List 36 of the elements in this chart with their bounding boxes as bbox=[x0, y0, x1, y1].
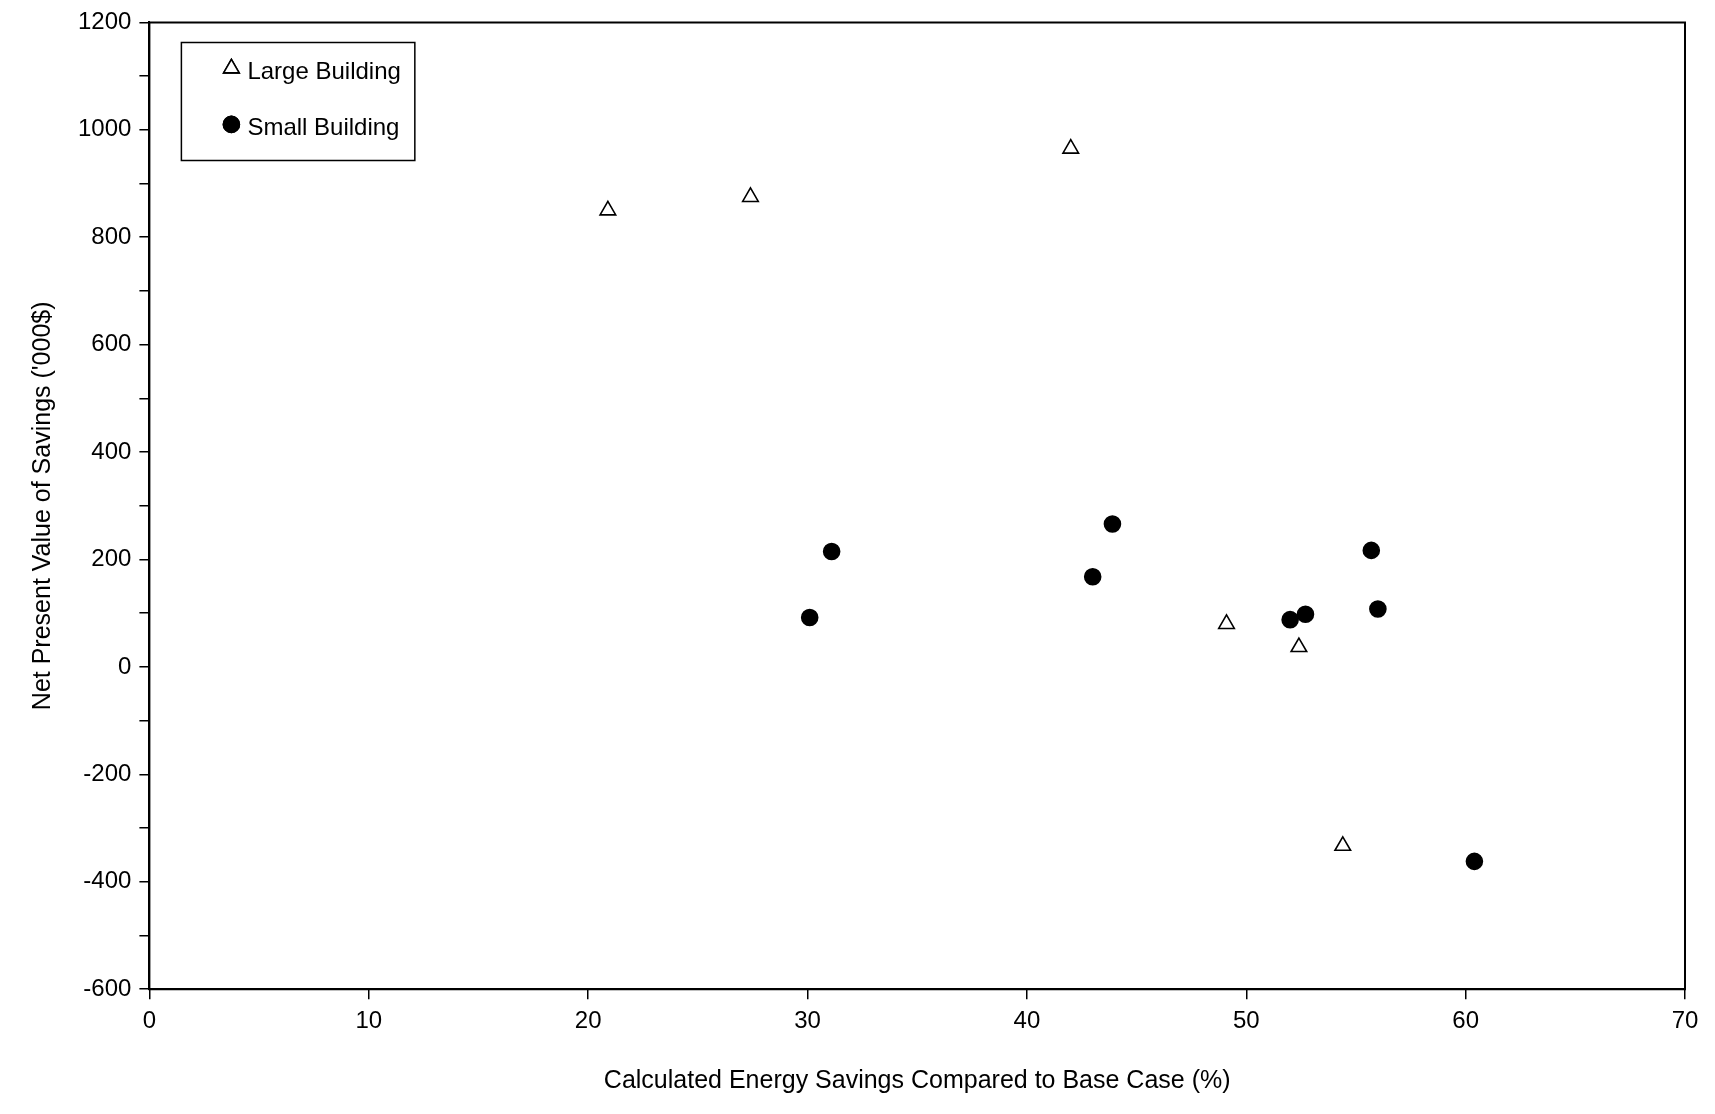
point bbox=[1290, 637, 1308, 653]
y-tick-label: 1000 bbox=[78, 114, 132, 142]
x-axis-title: Calculated Energy Savings Compared to Base Case (%) bbox=[603, 1064, 1231, 1093]
legend-label: Small Building bbox=[247, 113, 400, 141]
y-tick-label: 200 bbox=[91, 544, 132, 572]
point bbox=[822, 542, 841, 561]
point bbox=[800, 608, 819, 627]
point bbox=[599, 200, 617, 216]
y-tick-label: 1200 bbox=[78, 7, 132, 35]
point bbox=[741, 187, 760, 203]
y-tick-label: -200 bbox=[83, 758, 132, 786]
point bbox=[1465, 852, 1484, 871]
x-tick-label: 20 bbox=[574, 1006, 602, 1034]
point bbox=[1062, 138, 1080, 154]
y-tick-label: -400 bbox=[83, 866, 132, 894]
y-tick-label: 600 bbox=[91, 329, 132, 357]
point bbox=[1281, 610, 1299, 629]
y-tick-label: 0 bbox=[118, 651, 132, 679]
x-tick-label: 40 bbox=[1013, 1006, 1041, 1034]
legend-label: Large Building bbox=[247, 57, 401, 85]
x-tick-label: 50 bbox=[1232, 1006, 1260, 1034]
y-tick-label: 800 bbox=[91, 221, 132, 249]
y-tick-label: -600 bbox=[83, 973, 132, 1001]
x-tick-label: 0 bbox=[142, 1006, 157, 1034]
y-axis-title: Net Present Value of Savings ('000$) bbox=[26, 301, 55, 711]
x-tick-label: 70 bbox=[1671, 1006, 1699, 1034]
x-tick-label: 10 bbox=[355, 1006, 383, 1034]
point bbox=[1296, 605, 1315, 624]
y-tick-label: 400 bbox=[91, 436, 132, 464]
x-tick-label: 60 bbox=[1452, 1006, 1479, 1034]
point bbox=[1369, 600, 1387, 618]
point bbox=[1083, 567, 1102, 586]
point bbox=[1103, 515, 1122, 533]
point bbox=[1362, 541, 1381, 560]
point bbox=[1217, 614, 1236, 630]
x-tick-label: 30 bbox=[794, 1006, 821, 1034]
